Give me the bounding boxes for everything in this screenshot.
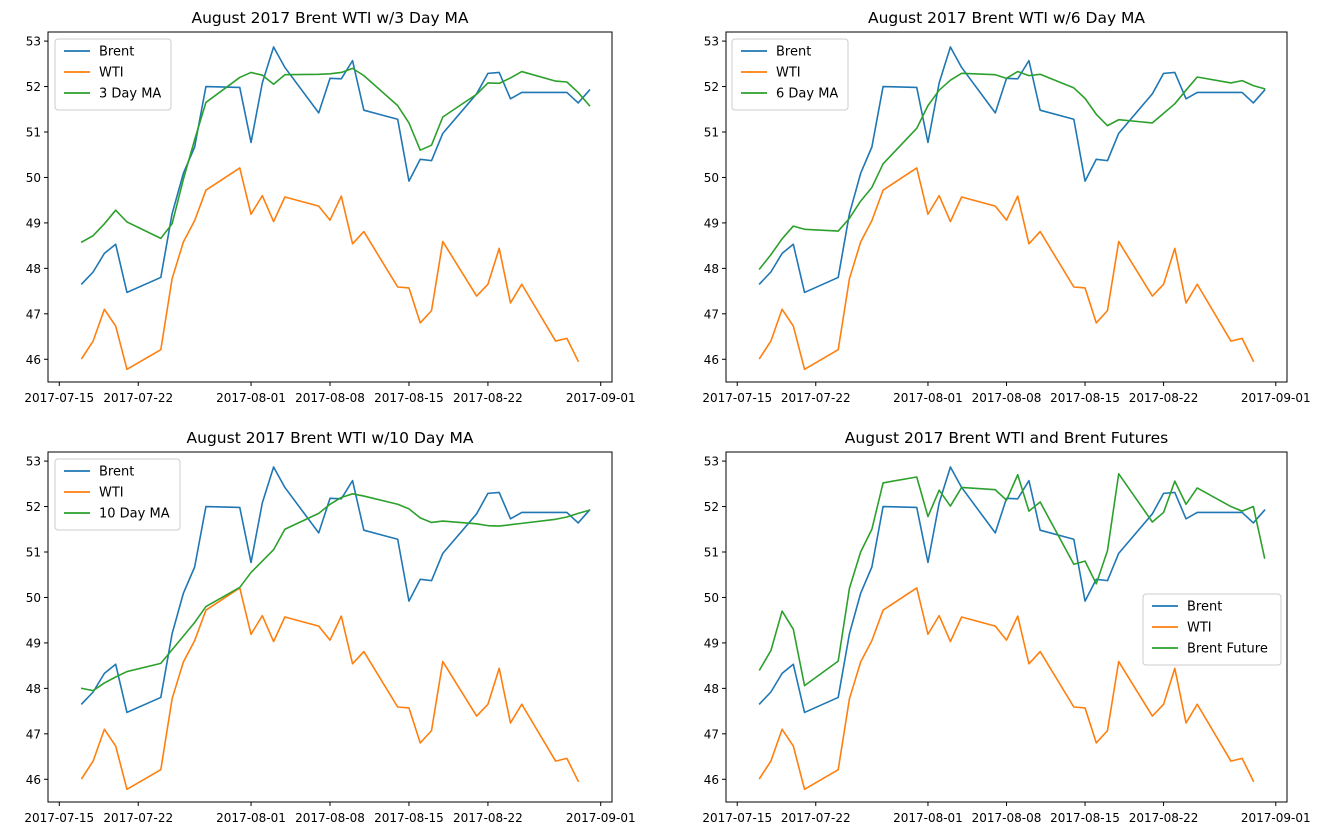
x-tick-label: 2017-09-01 bbox=[566, 391, 636, 405]
series-line-brent bbox=[80, 466, 591, 714]
legend: Brent WTI 3 Day MA bbox=[54, 38, 172, 111]
x-tick-label: 2017-07-22 bbox=[103, 391, 173, 405]
y-tick-label: 51 bbox=[704, 546, 719, 560]
y-tick-label: 48 bbox=[704, 682, 719, 696]
x-tick-label: 2017-08-22 bbox=[453, 811, 523, 825]
y-tick-label: 50 bbox=[26, 171, 41, 185]
legend-label: Brent Future bbox=[1187, 642, 1268, 657]
legend: Brent WTI 10 Day MA bbox=[54, 458, 181, 531]
x-tick-label: 2017-07-22 bbox=[781, 391, 851, 405]
x-tick-label: 2017-08-01 bbox=[893, 391, 963, 405]
y-tick-label: 52 bbox=[704, 500, 719, 514]
y-tick-label: 47 bbox=[26, 727, 41, 741]
series-line-wti bbox=[758, 587, 1255, 791]
series-line-wti bbox=[80, 587, 580, 791]
x-tick-label: 2017-08-01 bbox=[893, 811, 963, 825]
series-line-wti bbox=[758, 167, 1255, 371]
y-tick-label: 48 bbox=[704, 262, 719, 276]
x-tick-label: 2017-07-15 bbox=[702, 391, 772, 405]
y-tick-label: 47 bbox=[704, 727, 719, 741]
legend-label: 10 Day MA bbox=[99, 507, 170, 522]
series-line-6-day-ma bbox=[758, 70, 1266, 270]
legend-label: 3 Day MA bbox=[99, 87, 161, 102]
y-tick-label: 53 bbox=[26, 35, 41, 49]
y-tick-label: 53 bbox=[704, 455, 719, 469]
x-tick-label: 2017-08-15 bbox=[1050, 811, 1120, 825]
y-tick-label: 49 bbox=[704, 216, 719, 230]
x-tick-label: 2017-08-22 bbox=[453, 391, 523, 405]
y-tick-label: 47 bbox=[26, 307, 41, 321]
y-tick-label: 52 bbox=[704, 80, 719, 94]
y-tick-label: 50 bbox=[26, 591, 41, 605]
x-tick-label: 2017-07-22 bbox=[781, 811, 851, 825]
y-tick-label: 51 bbox=[704, 126, 719, 140]
y-tick-label: 48 bbox=[26, 262, 41, 276]
x-tick-label: 2017-08-08 bbox=[972, 811, 1042, 825]
y-tick-label: 50 bbox=[704, 171, 719, 185]
chart-panel-2: August 2017 Brent WTI w/6 Day MA 46 47 48 49… bbox=[702, 9, 1310, 405]
legend-label: WTI bbox=[1187, 621, 1212, 636]
legend: Brent WTI Brent Future bbox=[1142, 593, 1282, 666]
y-tick-label: 46 bbox=[26, 773, 41, 787]
legend-label: Brent bbox=[1187, 600, 1222, 615]
x-tick-label: 2017-07-15 bbox=[702, 811, 772, 825]
legend-label: 6 Day MA bbox=[776, 87, 838, 102]
x-tick-label: 2017-08-15 bbox=[1050, 391, 1120, 405]
series-line-wti bbox=[80, 167, 580, 371]
chart-panel-1: August 2017 Brent WTI w/3 Day MA 46 47 48 49… bbox=[24, 9, 635, 405]
x-tick-label: 2017-08-01 bbox=[216, 391, 286, 405]
y-tick-label: 47 bbox=[704, 307, 719, 321]
x-tick-label: 2017-09-01 bbox=[1241, 391, 1311, 405]
chart-panel-3: August 2017 Brent WTI w/10 Day MA 46 47 48 4… bbox=[24, 429, 635, 825]
y-tick-label: 52 bbox=[26, 80, 41, 94]
y-tick-label: 46 bbox=[26, 353, 41, 367]
x-tick-label: 2017-08-22 bbox=[1129, 811, 1199, 825]
legend-label: WTI bbox=[99, 66, 124, 81]
x-tick-label: 2017-08-15 bbox=[374, 391, 444, 405]
chart-title: August 2017 Brent WTI w/10 Day MA bbox=[187, 429, 474, 447]
y-tick-label: 49 bbox=[26, 636, 41, 650]
x-tick-label: 2017-08-08 bbox=[295, 811, 365, 825]
x-tick-label: 2017-08-08 bbox=[295, 391, 365, 405]
y-tick-label: 50 bbox=[704, 591, 719, 605]
y-tick-label: 49 bbox=[704, 636, 719, 650]
x-tick-label: 2017-07-15 bbox=[24, 811, 94, 825]
series-line-brent-future bbox=[758, 473, 1266, 687]
series-line-3-day-ma bbox=[80, 67, 591, 244]
legend-label: WTI bbox=[99, 486, 124, 501]
series-line-brent bbox=[758, 46, 1266, 294]
y-tick-label: 46 bbox=[704, 773, 719, 787]
y-tick-label: 53 bbox=[26, 455, 41, 469]
y-tick-label: 49 bbox=[26, 216, 41, 230]
series-line-brent bbox=[80, 46, 591, 294]
legend-label: Brent bbox=[776, 45, 811, 60]
legend-label: Brent bbox=[99, 465, 134, 480]
x-tick-label: 2017-09-01 bbox=[566, 811, 636, 825]
series-line-10-day-ma bbox=[80, 493, 591, 692]
y-tick-label: 51 bbox=[26, 126, 41, 140]
y-tick-label: 52 bbox=[26, 500, 41, 514]
chart-title: August 2017 Brent WTI and Brent Futures bbox=[845, 429, 1168, 447]
legend: Brent WTI 6 Day MA bbox=[731, 38, 849, 111]
legend-label: WTI bbox=[776, 66, 801, 81]
x-tick-label: 2017-09-01 bbox=[1241, 811, 1311, 825]
y-tick-label: 46 bbox=[704, 353, 719, 367]
y-tick-label: 53 bbox=[704, 35, 719, 49]
x-tick-label: 2017-08-15 bbox=[374, 811, 444, 825]
chart-title: August 2017 Brent WTI w/6 Day MA bbox=[868, 9, 1145, 27]
legend-label: Brent bbox=[99, 45, 134, 60]
y-tick-label: 51 bbox=[26, 546, 41, 560]
x-tick-label: 2017-07-15 bbox=[24, 391, 94, 405]
x-tick-label: 2017-07-22 bbox=[103, 811, 173, 825]
x-tick-label: 2017-08-22 bbox=[1129, 391, 1199, 405]
x-tick-label: 2017-08-08 bbox=[972, 391, 1042, 405]
x-tick-label: 2017-08-01 bbox=[216, 811, 286, 825]
chart-title: August 2017 Brent WTI w/3 Day MA bbox=[191, 9, 468, 27]
series-line-brent bbox=[758, 466, 1266, 714]
chart-panel-4: August 2017 Brent WTI and Brent Futures 4… bbox=[702, 429, 1310, 825]
y-tick-label: 48 bbox=[26, 682, 41, 696]
